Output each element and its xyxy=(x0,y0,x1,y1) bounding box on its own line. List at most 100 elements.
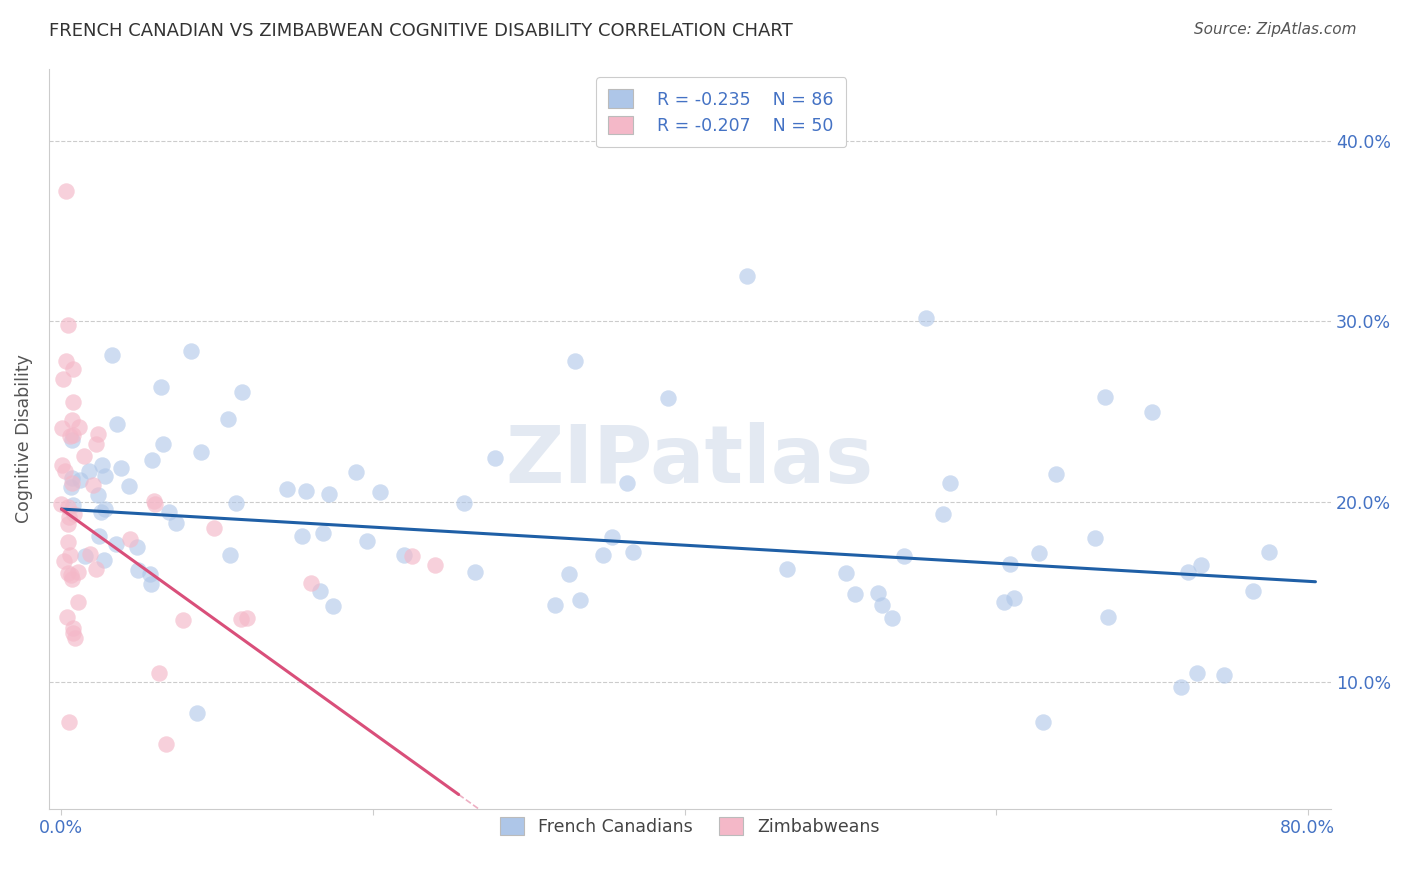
Point xyxy=(79,547,101,561)
Point xyxy=(118,532,141,546)
Point xyxy=(105,536,128,550)
Point xyxy=(993,595,1015,609)
Point xyxy=(394,548,416,562)
Point xyxy=(155,738,177,752)
Point xyxy=(139,567,162,582)
Point xyxy=(276,482,298,496)
Point xyxy=(564,354,586,368)
Point xyxy=(621,545,644,559)
Point xyxy=(425,558,447,572)
Point xyxy=(368,485,391,500)
Point xyxy=(186,706,208,721)
Point xyxy=(356,534,378,549)
Point xyxy=(236,611,259,625)
Point xyxy=(51,458,73,472)
Point xyxy=(776,562,799,576)
Point xyxy=(110,460,132,475)
Point xyxy=(291,529,314,543)
Point xyxy=(63,631,86,645)
Point xyxy=(401,549,423,563)
Point xyxy=(56,318,79,332)
Point xyxy=(62,428,84,442)
Point xyxy=(60,413,83,427)
Point xyxy=(73,450,96,464)
Text: ZIPatlas: ZIPatlas xyxy=(506,422,875,500)
Point xyxy=(66,566,89,580)
Point xyxy=(202,521,225,535)
Point xyxy=(1185,665,1208,680)
Point xyxy=(59,548,82,562)
Point xyxy=(217,412,239,426)
Point xyxy=(148,665,170,680)
Point xyxy=(58,715,80,730)
Point xyxy=(165,516,187,530)
Point xyxy=(844,587,866,601)
Point xyxy=(868,585,890,599)
Point xyxy=(558,567,581,582)
Point xyxy=(1257,545,1279,559)
Point xyxy=(1032,715,1054,730)
Point xyxy=(735,269,758,284)
Point xyxy=(55,184,77,198)
Point xyxy=(94,469,117,483)
Point xyxy=(60,476,83,491)
Point xyxy=(62,362,84,376)
Point xyxy=(118,479,141,493)
Legend: French Canadians, Zimbabweans: French Canadians, Zimbabweans xyxy=(492,808,889,845)
Point xyxy=(60,433,83,447)
Point xyxy=(344,465,367,479)
Point xyxy=(231,384,253,399)
Point xyxy=(1140,404,1163,418)
Point xyxy=(880,611,903,625)
Point xyxy=(1045,467,1067,481)
Point xyxy=(59,568,82,582)
Point xyxy=(172,613,194,627)
Point xyxy=(53,553,76,567)
Point xyxy=(84,437,107,451)
Point xyxy=(77,464,100,478)
Point xyxy=(58,509,80,524)
Point xyxy=(1241,584,1264,599)
Point xyxy=(464,565,486,579)
Point xyxy=(87,427,110,442)
Point xyxy=(84,562,107,576)
Point xyxy=(1213,668,1236,682)
Point xyxy=(141,453,163,467)
Point xyxy=(93,553,115,567)
Point xyxy=(62,470,84,484)
Point xyxy=(69,473,91,487)
Point xyxy=(299,576,322,591)
Point xyxy=(67,420,90,434)
Point xyxy=(657,392,679,406)
Point xyxy=(62,394,84,409)
Point xyxy=(60,480,83,494)
Point xyxy=(143,497,166,511)
Point xyxy=(311,526,333,541)
Point xyxy=(543,598,565,612)
Point xyxy=(62,508,84,522)
Point xyxy=(60,572,83,586)
Point xyxy=(322,599,344,614)
Point xyxy=(66,595,89,609)
Point xyxy=(835,566,858,580)
Point xyxy=(51,497,73,511)
Point xyxy=(190,445,212,459)
Point xyxy=(1094,390,1116,404)
Point xyxy=(52,372,75,386)
Point xyxy=(127,563,149,577)
Point xyxy=(127,541,149,555)
Point xyxy=(225,495,247,509)
Y-axis label: Cognitive Disability: Cognitive Disability xyxy=(15,354,32,523)
Text: Source: ZipAtlas.com: Source: ZipAtlas.com xyxy=(1194,22,1357,37)
Point xyxy=(142,494,165,508)
Point xyxy=(484,451,506,466)
Point xyxy=(453,496,475,510)
Point xyxy=(59,429,82,443)
Point xyxy=(600,529,623,543)
Point xyxy=(94,501,117,516)
Point xyxy=(139,577,162,591)
Point xyxy=(1028,546,1050,560)
Point xyxy=(1177,565,1199,579)
Point xyxy=(53,464,76,478)
Point xyxy=(1097,610,1119,624)
